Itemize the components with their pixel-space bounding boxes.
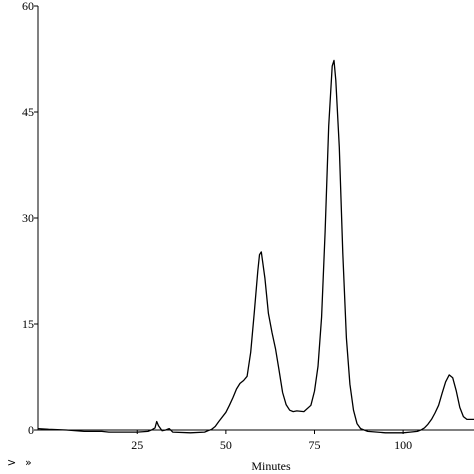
y-tick-label: 60: [22, 0, 34, 13]
y-axis: 0 15 30 45 60: [22, 0, 39, 437]
series-layer: [37, 59, 474, 434]
series-line: [37, 59, 474, 434]
y-tick-label: 15: [22, 317, 34, 331]
x-tick-label: 75: [308, 438, 320, 452]
y-tick-label: 0: [28, 423, 34, 437]
x-tick-label: 50: [220, 438, 232, 452]
x-axis: 25 50 75 100: [38, 429, 474, 452]
nav-next-icon[interactable]: >: [7, 456, 16, 469]
x-tick-label: 100: [394, 438, 412, 452]
y-tick-label: 45: [22, 105, 34, 119]
y-tick-label: 30: [22, 211, 34, 225]
nav-fast-forward-icon[interactable]: »: [25, 456, 32, 469]
x-tick-label: 25: [131, 438, 143, 452]
x-axis-title: Minutes: [251, 459, 291, 473]
